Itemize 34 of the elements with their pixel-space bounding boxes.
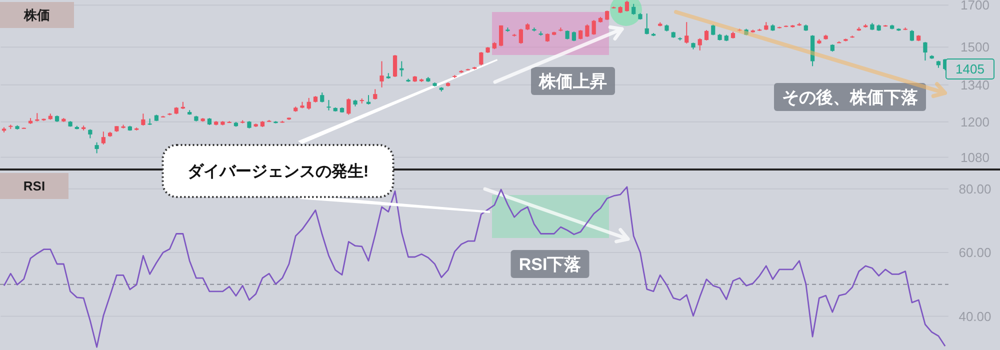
- candlestick: [704, 30, 709, 41]
- candlestick: [141, 113, 146, 126]
- candlestick: [373, 88, 378, 100]
- candlestick: [392, 54, 398, 78]
- text: 1405: [956, 62, 984, 77]
- candlestick: [94, 142, 99, 154]
- text: 株価: [23, 8, 50, 23]
- candlestick: [624, 0, 630, 12]
- candlestick: [101, 131, 106, 145]
- candlestick: [499, 24, 504, 47]
- candlestick: [585, 24, 590, 38]
- text: RSI: [23, 178, 46, 194]
- candlestick: [684, 22, 689, 44]
- candlestick: [923, 41, 928, 62]
- candlestick: [644, 12, 649, 35]
- candlestick: [326, 100, 331, 111]
- annotation: 株価上昇: [538, 72, 607, 91]
- candlestick: [518, 28, 523, 44]
- candlestick: [320, 92, 324, 103]
- candlestick: [910, 30, 914, 42]
- candlestick: [380, 60, 384, 88]
- annotation: RSI下落: [518, 254, 582, 274]
- candlestick: [346, 98, 351, 116]
- candlestick: [306, 97, 311, 110]
- candlestick: [698, 38, 702, 51]
- candlestick: [592, 20, 596, 36]
- candlestick: [572, 31, 576, 42]
- candlestick: [479, 52, 484, 66]
- candlestick: [366, 94, 371, 105]
- annotation: ダイバージェンスの発生!: [187, 162, 369, 181]
- candlestick: [605, 10, 610, 21]
- candlestick: [632, 3, 636, 16]
- candlestick: [578, 30, 583, 40]
- annotation: その後、株価下落: [782, 88, 918, 107]
